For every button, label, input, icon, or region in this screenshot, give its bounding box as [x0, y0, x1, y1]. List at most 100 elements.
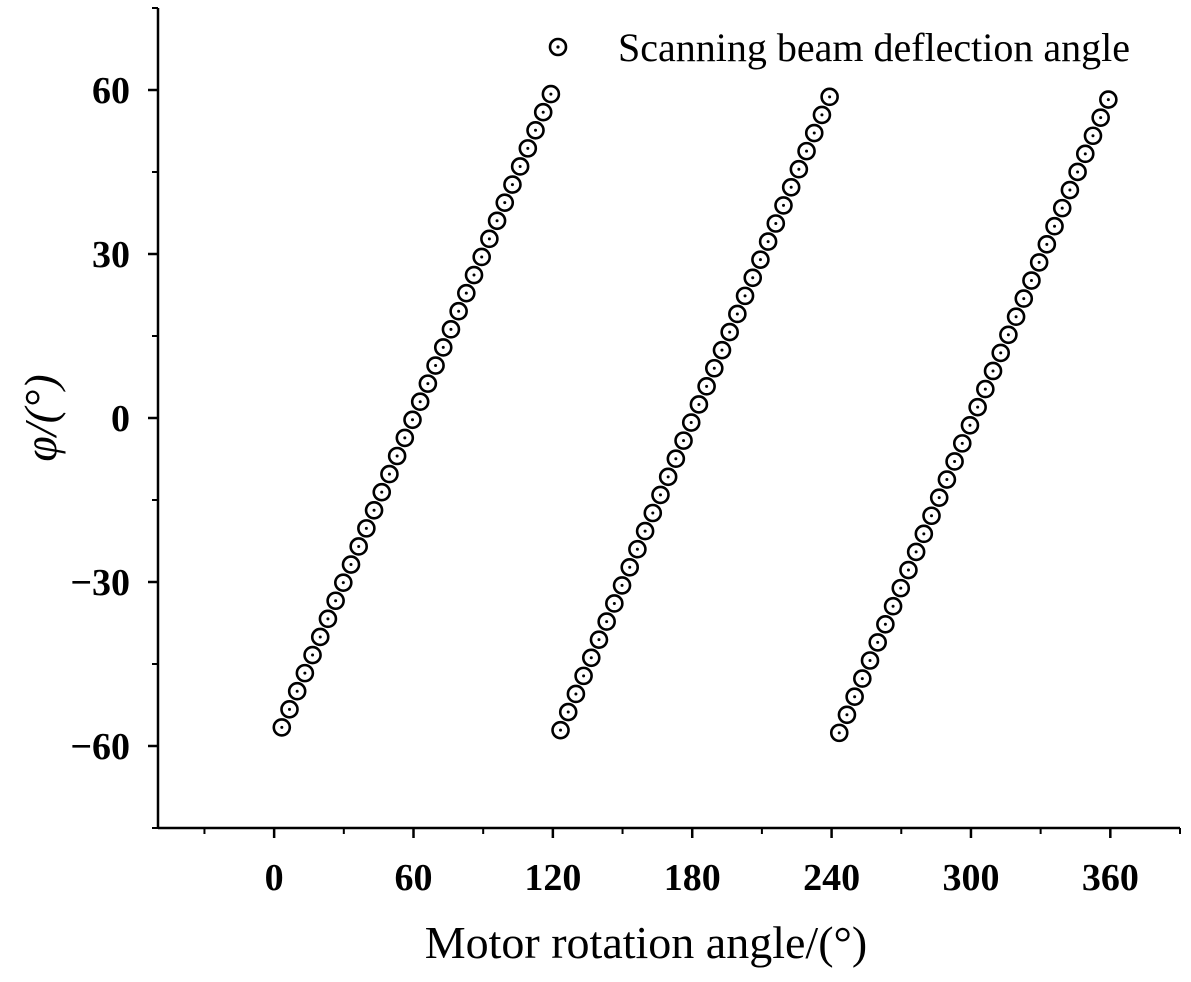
data-point-dot	[860, 677, 864, 681]
data-point	[868, 633, 887, 652]
legend: Scanning beam deflection angle	[548, 25, 1130, 70]
data-point	[310, 627, 330, 647]
data-point	[441, 320, 461, 339]
data-point-ring	[1014, 289, 1034, 308]
data-point-ring	[820, 87, 839, 107]
y-tick-label: 30	[92, 234, 130, 276]
data-point-dot	[1045, 242, 1049, 246]
data-point-dot	[372, 508, 376, 512]
data-point-dot	[418, 400, 422, 404]
data-point	[781, 178, 801, 197]
data-point-ring	[487, 211, 507, 231]
tick-labels: 0 60 120 180 240 300 360 −60 −30 0 30 60	[70, 70, 1138, 899]
data-point-dot	[411, 418, 415, 422]
data-point	[945, 452, 964, 471]
y-axis-title: φ/(°)	[15, 374, 66, 461]
data-point-ring	[899, 560, 918, 580]
data-point-dot	[1037, 260, 1041, 264]
data-point-ring	[845, 687, 864, 706]
data-point-dot	[643, 529, 647, 533]
data-point-ring	[426, 356, 445, 375]
data-point-dot	[735, 312, 739, 316]
data-point-dot	[387, 472, 391, 476]
data-point	[1037, 235, 1057, 254]
data-point	[295, 663, 315, 683]
data-point	[952, 434, 972, 453]
data-point	[1091, 108, 1110, 127]
data-point-dot	[318, 635, 322, 639]
data-point-ring	[1068, 162, 1087, 182]
data-point	[712, 340, 732, 360]
data-point	[697, 377, 716, 396]
data-point-dot	[1053, 224, 1057, 228]
data-point-ring	[612, 576, 632, 595]
data-point-dot	[395, 454, 399, 458]
data-point-dot	[472, 273, 476, 277]
data-point-dot	[1029, 279, 1033, 283]
data-point-dot	[837, 731, 841, 735]
data-point	[395, 428, 415, 448]
data-point-dot	[449, 327, 453, 331]
data-point-dot	[797, 167, 801, 171]
data-point-ring	[464, 265, 484, 285]
data-point-dot	[349, 563, 353, 567]
data-point-ring	[280, 700, 299, 719]
data-point-dot	[766, 240, 770, 244]
data-point-ring	[326, 591, 345, 611]
data-point-dot	[666, 475, 670, 479]
data-point	[666, 449, 686, 469]
data-point-ring	[574, 666, 593, 686]
data-point	[526, 120, 545, 140]
data-point-ring	[720, 322, 739, 342]
data-point-dot	[1106, 98, 1110, 102]
data-point-ring	[766, 214, 786, 233]
data-point-ring	[318, 609, 338, 629]
data-point	[735, 286, 755, 306]
data-point-dot	[891, 604, 895, 608]
data-point-dot	[712, 366, 716, 370]
data-point-dot	[582, 674, 586, 678]
data-point	[472, 247, 491, 267]
data-point-dot	[674, 457, 678, 461]
data-point-dot	[303, 671, 307, 675]
data-point-ring	[1091, 108, 1110, 127]
x-tick-label: 120	[524, 857, 581, 899]
data-point-ring	[526, 120, 545, 140]
data-point-dot	[876, 640, 880, 644]
data-point	[380, 464, 399, 484]
data-point-dot	[845, 713, 849, 717]
data-point-ring	[774, 196, 793, 215]
data-point	[914, 524, 934, 544]
data-point-dot	[945, 478, 949, 482]
data-point-ring	[597, 612, 616, 631]
data-point-ring	[480, 229, 499, 249]
data-point	[681, 413, 701, 432]
data-point-dot	[503, 201, 507, 205]
data-point-ring	[303, 645, 322, 665]
data-point	[620, 557, 640, 577]
data-point	[658, 467, 678, 487]
data-point-ring	[860, 651, 880, 670]
data-point-dot	[976, 405, 980, 409]
data-point-ring	[403, 410, 422, 430]
data-point-dot	[705, 384, 709, 388]
data-point-dot	[566, 710, 570, 714]
data-point-ring	[914, 524, 934, 544]
data-point-ring	[883, 596, 903, 616]
data-point-dot	[597, 638, 601, 642]
data-point-dot	[930, 514, 934, 518]
data-point	[1006, 307, 1026, 327]
legend-marker	[548, 37, 568, 57]
data-point-dot	[559, 728, 563, 732]
data-point	[829, 723, 849, 743]
data-point-ring	[295, 663, 315, 683]
data-point	[541, 84, 561, 104]
data-point-dot	[628, 565, 632, 569]
data-point-dot	[728, 330, 732, 334]
data-point-ring	[876, 615, 895, 634]
data-point-ring	[589, 630, 609, 649]
data-point-dot	[357, 544, 361, 548]
data-point	[837, 705, 857, 725]
data-point-ring	[968, 397, 987, 417]
